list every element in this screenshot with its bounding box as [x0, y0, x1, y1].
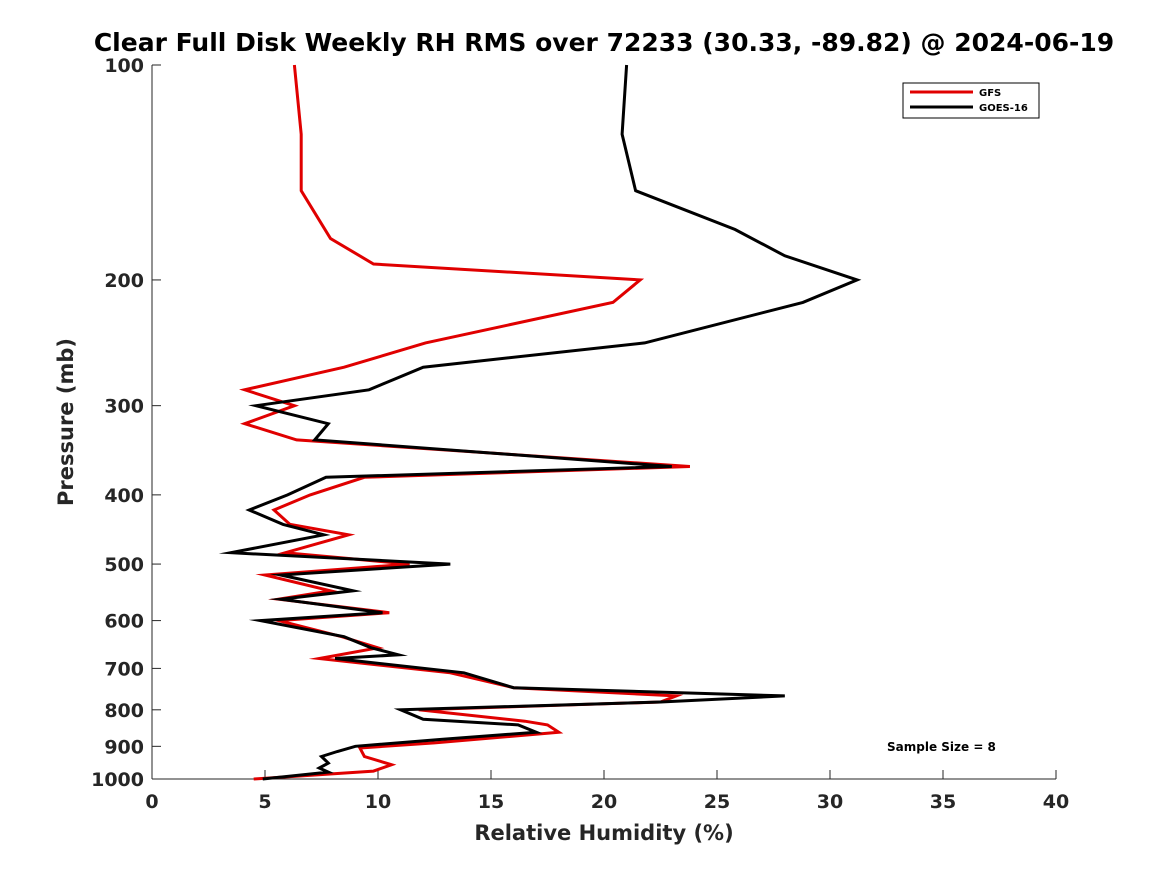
- x-axis-ticks: 0 5 10 15 20 25 30 35 40: [145, 770, 1069, 813]
- x-tick-label: 10: [365, 791, 391, 813]
- x-tick-label: 15: [478, 791, 504, 813]
- y-tick-label: 900: [104, 736, 144, 758]
- y-axis-ticks: 100 200 300 400 500 600 700 800 900 1000: [91, 55, 161, 791]
- series-line-goes-16: [218, 64, 862, 781]
- legend-label-goes16: GOES-16: [979, 103, 1028, 114]
- y-tick-label: 500: [104, 554, 144, 576]
- y-tick-label: 200: [104, 270, 144, 292]
- x-tick-label: 5: [258, 791, 271, 813]
- y-tick-label: 800: [104, 700, 144, 722]
- x-tick-label: 20: [591, 791, 617, 813]
- x-tick-label: 30: [817, 791, 843, 813]
- plot-area: [152, 65, 1056, 779]
- y-tick-label: 400: [104, 485, 144, 507]
- series-layer: [218, 64, 862, 781]
- x-tick-label: 40: [1043, 791, 1069, 813]
- legend-box: [902, 82, 1040, 119]
- y-tick-label: 300: [104, 396, 144, 418]
- y-axis-label: Pressure (mb): [54, 338, 78, 506]
- x-axis-label: Relative Humidity (%): [474, 821, 733, 845]
- x-tick-label: 25: [704, 791, 730, 813]
- series-line-gfs: [239, 64, 691, 781]
- y-tick-label: 600: [104, 611, 144, 633]
- sample-size-annotation: Sample Size = 8: [887, 740, 996, 754]
- x-tick-label: 0: [145, 791, 158, 813]
- y-tick-label: 100: [104, 55, 144, 77]
- x-tick-label: 35: [930, 791, 956, 813]
- legend: GFS GOES-16: [902, 82, 1040, 119]
- y-tick-label: 1000: [91, 769, 144, 791]
- chart-title: Clear Full Disk Weekly RH RMS over 72233…: [94, 28, 1114, 57]
- y-tick-label: 700: [104, 658, 144, 680]
- legend-label-gfs: GFS: [979, 88, 1001, 99]
